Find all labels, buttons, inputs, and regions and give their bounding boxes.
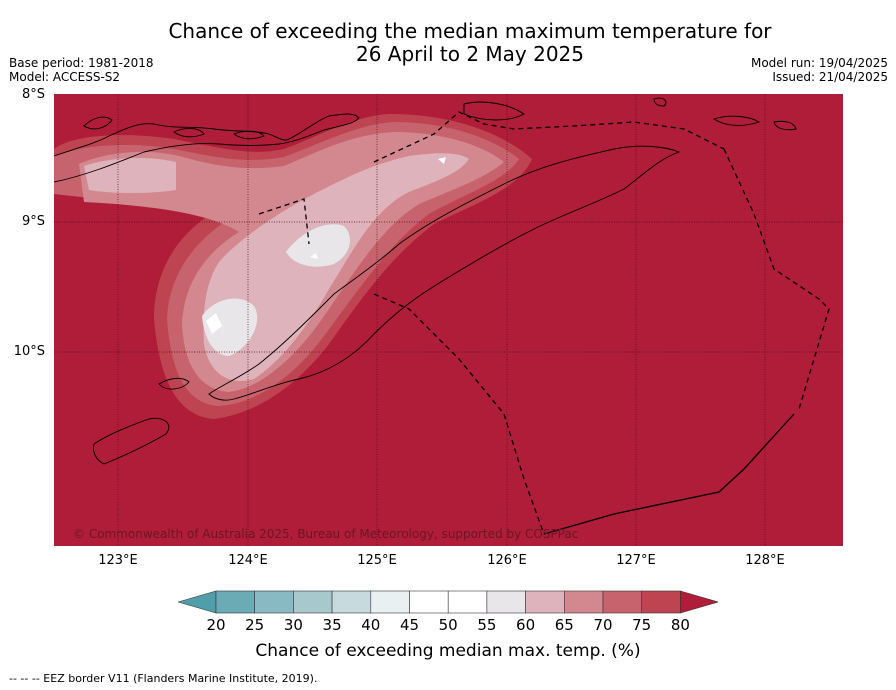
copyright-notice: © Commonwealth of Australia 2025, Bureau… — [73, 527, 579, 541]
contour-60 — [84, 153, 469, 381]
colorbar-cell-30-35 — [293, 590, 333, 614]
colorbar-tick-60: 60 — [516, 616, 536, 634]
colorbar-tick-45: 45 — [399, 616, 420, 634]
contour-50-b — [438, 157, 446, 164]
colorbar-cell-50-55 — [447, 590, 488, 614]
sawu-coast — [93, 417, 170, 465]
eez-border-timor-south — [373, 293, 545, 535]
base-period: Base period: 1981-2018 — [9, 56, 154, 70]
colorbar-tick-80: 80 — [670, 616, 690, 634]
lat-label-8s: 8°S — [21, 87, 45, 102]
colorbar-tick-20: 20 — [206, 616, 226, 634]
eez-border-timor-north — [373, 111, 725, 163]
issued-date: Issued: 21/04/2025 — [772, 70, 888, 84]
colorbar-arrow-low — [178, 590, 217, 614]
model-run: Model run: 19/04/2025 — [750, 56, 888, 70]
colorbar-cell-75-80 — [641, 590, 681, 614]
model-name: Model: ACCESS-S2 — [9, 70, 121, 84]
colorbar-cell-20-25 — [215, 590, 256, 614]
eez-borders — [258, 111, 830, 535]
colorbar-tick-35: 35 — [322, 616, 342, 634]
title-line-2: 26 April to 2 May 2025 — [356, 42, 584, 66]
eez-footnote: -- -- -- EEZ border V11 (Flanders Marine… — [9, 672, 318, 685]
lon-label-123e: 123°E — [98, 553, 138, 568]
colorbar-cell-70-75 — [602, 590, 643, 614]
colorbar-cell-55-60 — [486, 590, 526, 614]
lon-label-128e: 128°E — [745, 553, 785, 568]
island-east-2 — [712, 115, 761, 126]
rote-coast — [158, 377, 190, 390]
wetar-coast — [463, 101, 525, 121]
island-north-1 — [83, 116, 113, 130]
title-line-1: Chance of exceeding the median maximum t… — [168, 19, 772, 43]
lat-label-10s: 10°S — [13, 344, 45, 359]
colorbar — [178, 590, 718, 614]
colorbar-tick-50: 50 — [438, 616, 458, 634]
lon-label-125e: 125°E — [357, 553, 397, 568]
island-north-2 — [173, 128, 205, 138]
map-title: Chance of exceeding the median maximum t… — [60, 20, 880, 66]
boundary-solid — [543, 413, 795, 535]
base-info: Base period: 1981-2018 Model: ACCESS-S2 — [9, 56, 154, 84]
graticule — [54, 94, 843, 546]
colorbar-cell-60-65 — [525, 590, 565, 614]
run-info: Model run: 19/04/2025 Issued: 21/04/2025 — [751, 56, 888, 84]
contour-50 — [206, 253, 318, 334]
colorbar-tick-65: 65 — [554, 616, 574, 634]
island-north-3 — [233, 130, 265, 140]
colorbar-label: Chance of exceeding median max. temp. (%… — [255, 641, 641, 661]
lat-label-9s: 9°S — [21, 214, 45, 229]
colorbar-cells — [178, 590, 718, 614]
colorbar-cell-40-45 — [370, 590, 410, 614]
colorbar-arrow-high — [680, 590, 718, 614]
lon-label-127e: 127°E — [616, 553, 656, 568]
island-east-1 — [653, 97, 667, 107]
timor-coast — [208, 145, 681, 401]
colorbar-cell-45-50 — [409, 590, 449, 614]
colorbar-cell-65-70 — [563, 590, 604, 614]
colorbar-tick-55: 55 — [477, 616, 497, 634]
eez-border-east — [723, 148, 830, 410]
colorbar-tick-70: 70 — [593, 616, 613, 634]
eez-border-west — [258, 198, 310, 245]
colorbar-cell-25-30 — [254, 590, 294, 614]
forecast-map[interactable] — [54, 94, 843, 546]
colorbar-tick-30: 30 — [283, 616, 303, 634]
island-east-3 — [773, 120, 797, 131]
lon-label-124e: 124°E — [228, 553, 268, 568]
coastlines — [54, 97, 797, 465]
lon-label-126e: 126°E — [487, 553, 527, 568]
colorbar-tick-25: 25 — [245, 616, 265, 634]
colorbar-cell-35-40 — [331, 590, 372, 614]
colorbar-tick-75: 75 — [632, 616, 652, 634]
flores-coast — [54, 113, 360, 183]
colorbar-tick-40: 40 — [361, 616, 381, 634]
